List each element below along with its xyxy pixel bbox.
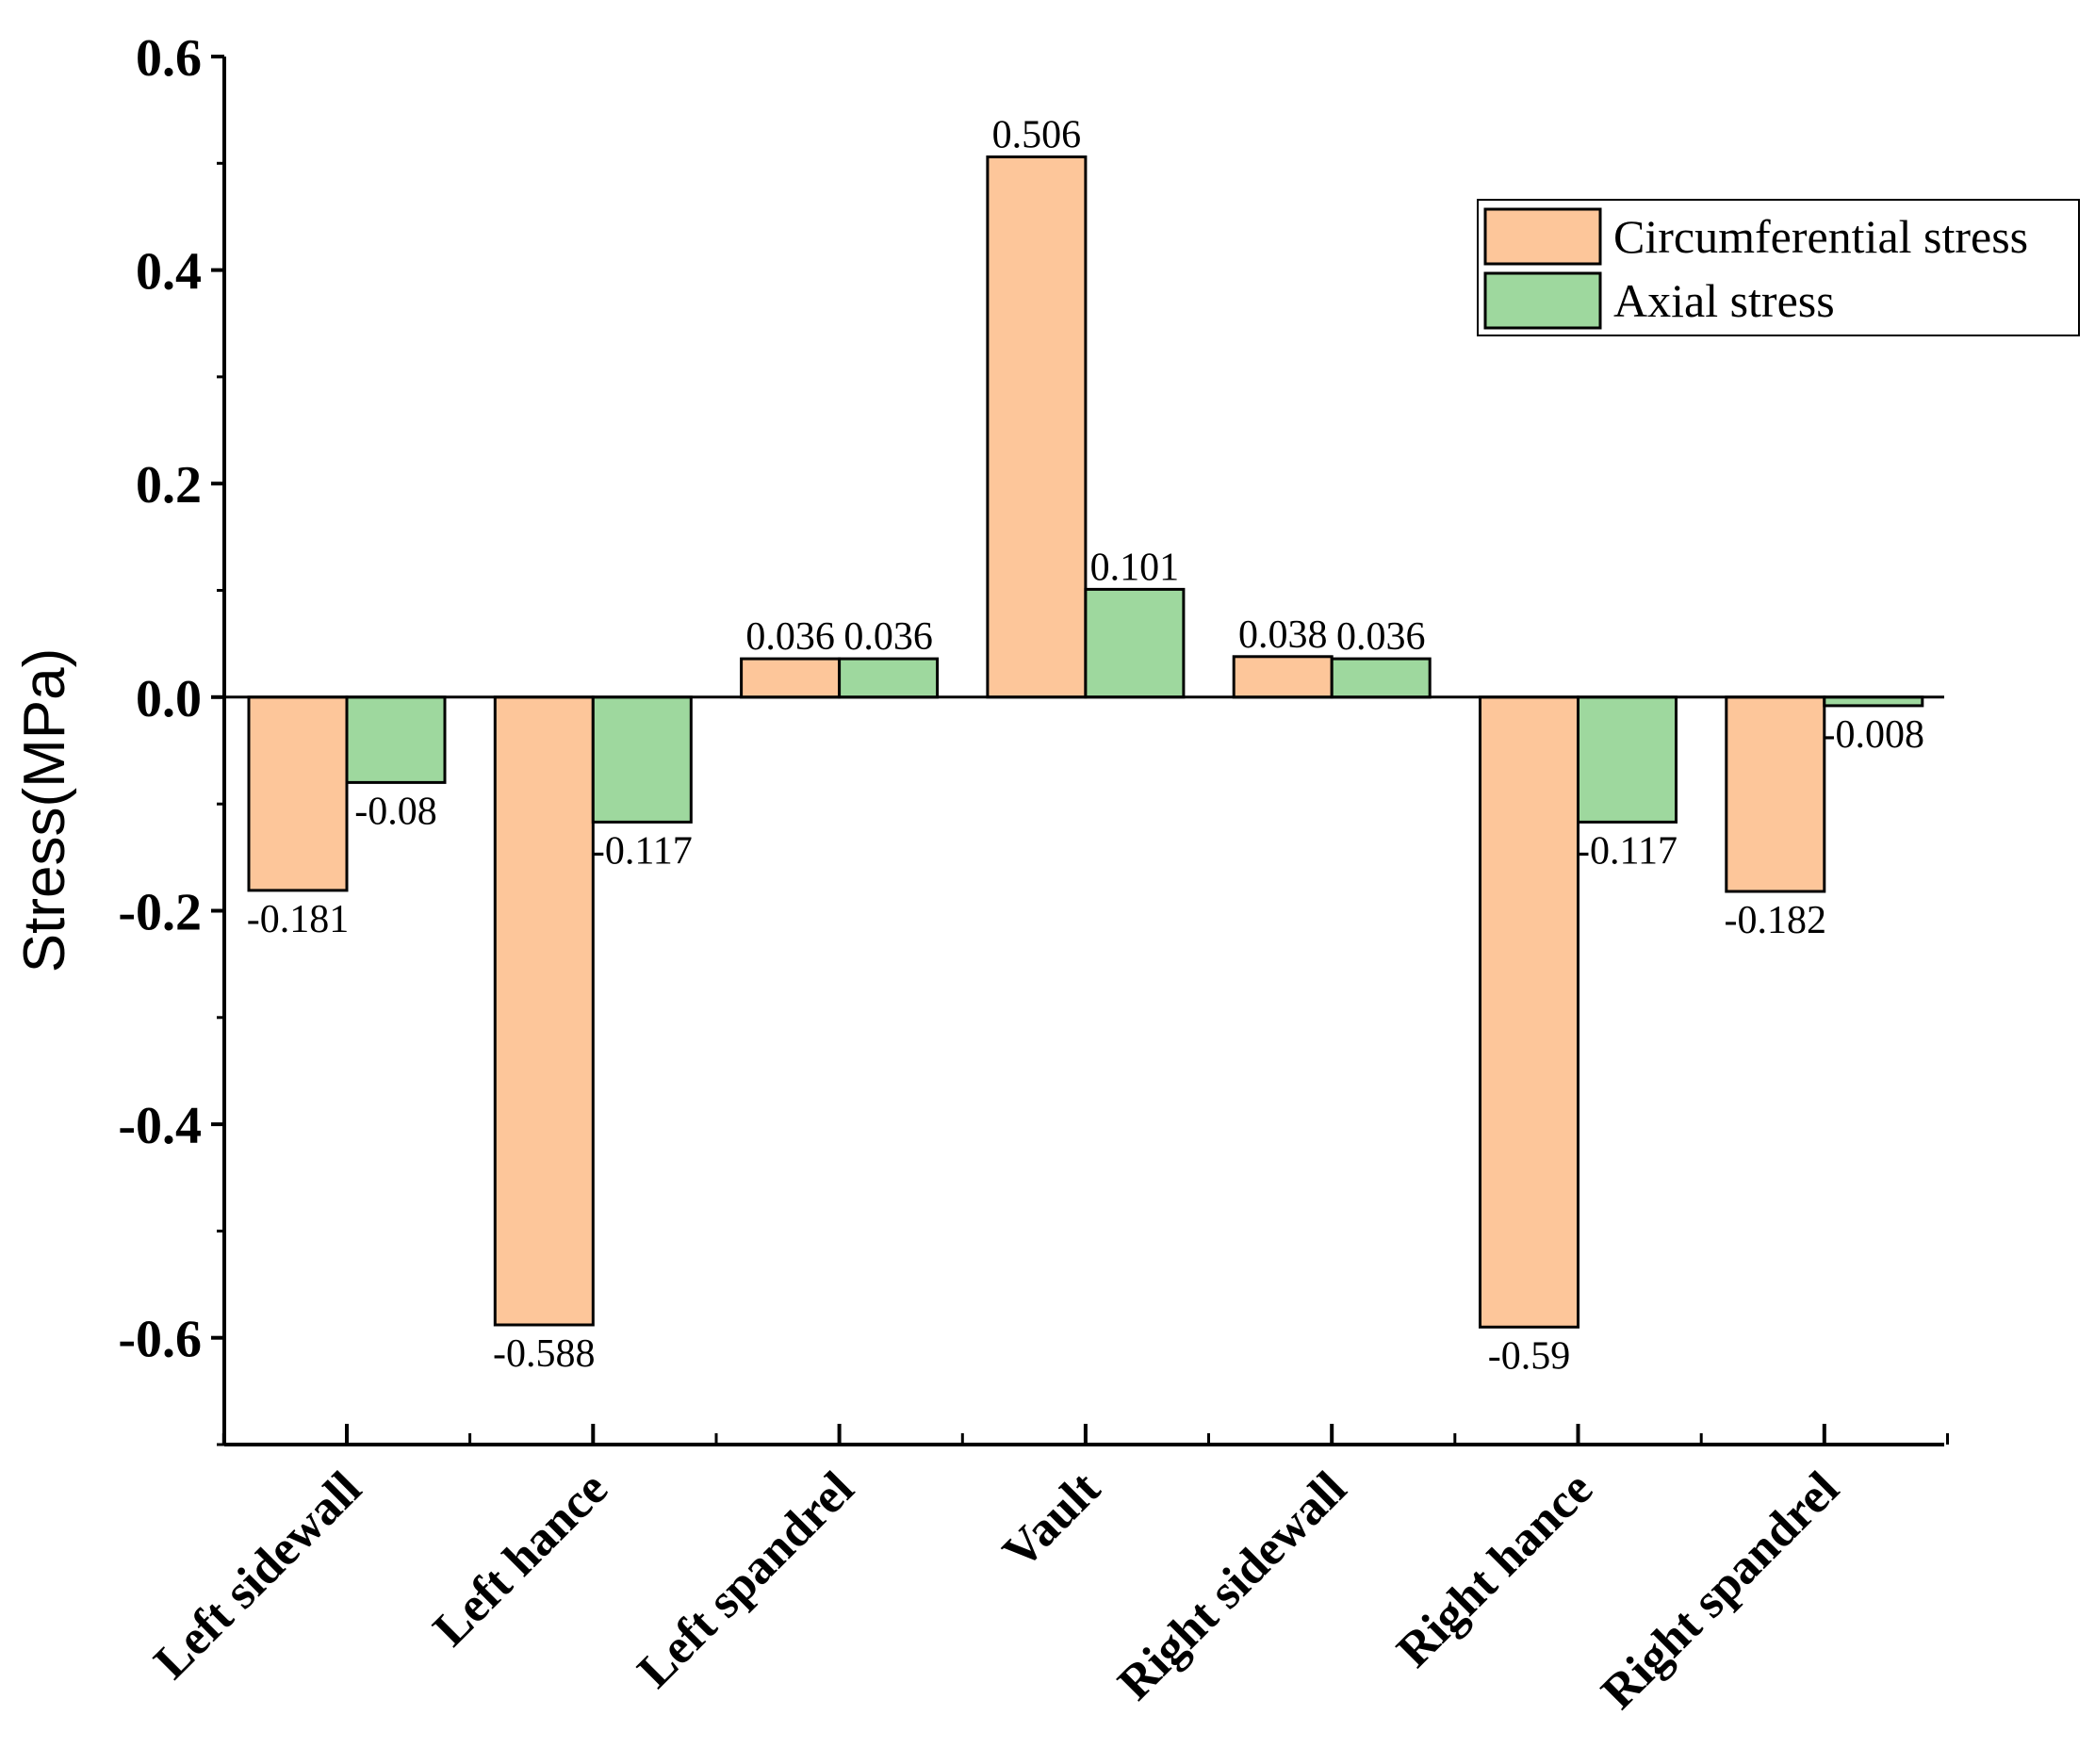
y-tick-label: 0.4 — [136, 243, 202, 302]
data-label-axial-3: 0.101 — [1090, 546, 1180, 589]
data-label-axial-1: -0.117 — [592, 829, 693, 873]
x-category-label-0: Left sidewall — [144, 1462, 371, 1689]
bar-circumferential-3 — [986, 155, 1088, 699]
data-label-axial-4: 0.036 — [1336, 615, 1426, 659]
bar-circumferential-2 — [740, 657, 842, 699]
data-label-circumferential-6: -0.182 — [1725, 899, 1827, 942]
y-tick-label: -0.2 — [118, 884, 202, 942]
data-label-circumferential-3: 0.506 — [992, 114, 1082, 157]
data-label-circumferential-4: 0.038 — [1238, 613, 1328, 657]
data-labels-layer: -0.181 -0.588 0.036 0.506 0.038 -0.59 -0.182 -0… — [247, 114, 1924, 1379]
bar-axial-3 — [1084, 587, 1186, 699]
bar-axial-2 — [838, 657, 940, 699]
y-tick-label: -0.6 — [118, 1311, 202, 1369]
data-label-circumferential-5: -0.59 — [1488, 1334, 1571, 1378]
data-label-axial-0: -0.08 — [354, 791, 437, 834]
data-label-circumferential-1: -0.588 — [493, 1332, 596, 1376]
bar-circumferential-5 — [1479, 695, 1579, 1329]
y-tick-label: 0.6 — [136, 29, 202, 88]
data-label-axial-5: -0.117 — [1577, 829, 1678, 873]
y-tick-label: 0.2 — [136, 456, 202, 514]
bar-circumferential-0 — [247, 695, 349, 892]
y-tick-label: 0.0 — [136, 670, 202, 728]
x-category-label-6: Right spandrel — [1592, 1462, 1850, 1720]
x-category-label-3: Vault — [993, 1462, 1111, 1579]
legend-swatch-1 — [1483, 271, 1602, 330]
x-category-label-5: Right hance — [1387, 1462, 1603, 1677]
bar-circumferential-1 — [493, 695, 595, 1327]
bar-axial-1 — [591, 695, 693, 824]
bar-circumferential-6 — [1725, 695, 1826, 893]
y-tick-label: -0.4 — [118, 1097, 202, 1155]
bars-layer — [247, 155, 1924, 1329]
bar-circumferential-4 — [1232, 655, 1334, 699]
legend-label-1: Axial stress — [1613, 274, 1835, 327]
data-label-circumferential-0: -0.181 — [247, 898, 350, 941]
data-label-axial-2: 0.036 — [843, 615, 933, 659]
legend-swatch-0 — [1483, 207, 1602, 266]
legend-label-0: Circumferential stress — [1613, 210, 2028, 263]
x-category-label-2: Left spandrel — [628, 1462, 864, 1698]
x-category-label-4: Right sidewall — [1108, 1462, 1357, 1710]
data-label-axial-6: -0.008 — [1823, 713, 1925, 757]
bar-axial-0 — [345, 695, 447, 784]
x-category-label-1: Left hance — [423, 1462, 618, 1657]
y-axis-title: Stress(MPa) — [12, 648, 77, 972]
legend: Circumferential stress Axial stress — [1477, 199, 2080, 336]
bar-axial-5 — [1577, 695, 1678, 824]
data-label-circumferential-2: 0.036 — [745, 615, 835, 659]
bar-axial-4 — [1330, 657, 1432, 699]
